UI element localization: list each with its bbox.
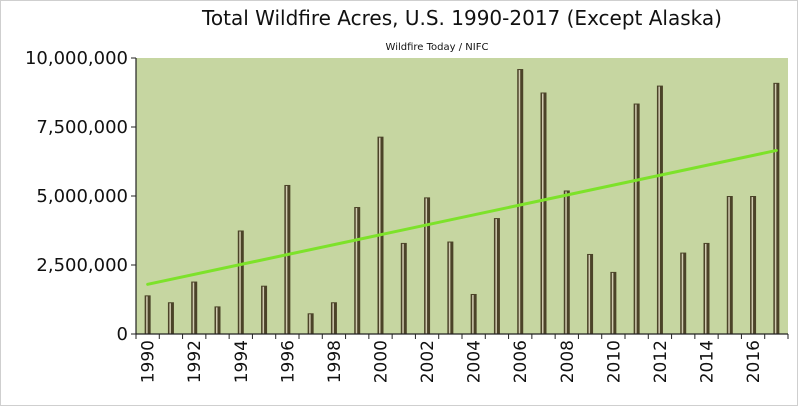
bar-1996	[284, 184, 291, 334]
bar-highlight	[472, 294, 474, 334]
bar-highlight	[402, 243, 404, 334]
x-tick-label: 1992	[185, 340, 205, 383]
bar-highlight	[728, 197, 730, 334]
bar-1999	[354, 207, 361, 334]
x-tick-label: 1994	[232, 340, 252, 383]
x-tick-label: 1998	[325, 340, 345, 383]
y-tick-label: 7,500,000	[36, 117, 128, 138]
bar-highlight	[518, 70, 521, 334]
bar-2004	[470, 293, 477, 334]
bar-1997	[307, 313, 314, 334]
x-tick-label: 2000	[372, 340, 392, 383]
bar-2001	[400, 242, 407, 334]
bar-2007	[540, 92, 547, 334]
y-tick-label: 2,500,000	[36, 255, 128, 276]
bars-group	[144, 69, 780, 334]
bar-2002	[424, 197, 431, 334]
bar-highlight	[216, 307, 218, 334]
bar-1992	[191, 281, 198, 334]
bar-highlight	[285, 185, 288, 334]
chart-title: Total Wildfire Acres, U.S. 1990-2017 (Ex…	[202, 6, 722, 30]
bar-2014	[703, 242, 710, 334]
bar-highlight	[309, 314, 311, 334]
bar-2005	[493, 218, 500, 334]
bar-2009	[587, 253, 594, 334]
plot-area	[136, 58, 788, 334]
x-tick-label: 2008	[558, 340, 578, 383]
bar-highlight	[542, 93, 544, 334]
bar-highlight	[425, 198, 428, 334]
bar-1995	[261, 285, 268, 334]
bar-2017	[773, 82, 780, 334]
x-tick-label: 2004	[465, 340, 485, 383]
y-ticks-group: 0 2,500,000 5,000,000 7,500,000 10,000,000	[25, 48, 136, 345]
chart-subtitle: Wildfire Today / NIFC	[385, 42, 489, 53]
bar-2008	[563, 190, 570, 334]
bar-2011	[633, 103, 640, 334]
trend-line	[146, 148, 778, 286]
bar-2013	[680, 252, 687, 334]
bar-highlight	[774, 83, 777, 334]
bar-highlight	[146, 296, 148, 334]
bar-highlight	[262, 286, 265, 334]
x-ticks-group: 1990 1992 1994 1996 1998 2000 2002 2004 2006 2008…	[135, 334, 789, 383]
y-tick-label: 5,000,000	[36, 186, 128, 207]
x-tick-label: 2014	[698, 340, 718, 383]
bar-highlight	[681, 253, 684, 334]
bar-1998	[330, 302, 337, 334]
x-tick-label: 2006	[511, 340, 531, 383]
x-tick-label: 2002	[418, 340, 438, 383]
x-tick-label: 2012	[651, 340, 671, 383]
bar-highlight	[355, 208, 358, 334]
bar-2016	[750, 196, 757, 334]
bar-highlight	[495, 219, 497, 334]
bar-highlight	[751, 197, 754, 334]
bar-highlight	[588, 254, 591, 334]
bar-1991	[167, 302, 174, 334]
bar-2003	[447, 241, 454, 334]
x-tick-label: 2010	[604, 340, 624, 383]
bar-highlight	[565, 191, 567, 334]
bar-1990	[144, 295, 151, 334]
bar-highlight	[448, 242, 451, 334]
bar-highlight	[169, 303, 171, 334]
y-tick-label: 10,000,000	[25, 48, 128, 69]
x-tick-label: 2016	[744, 340, 764, 383]
bar-highlight	[658, 86, 660, 334]
bar-highlight	[705, 243, 707, 334]
bar-highlight	[192, 282, 195, 334]
x-tick-label: 1996	[278, 340, 298, 383]
bar-2015	[726, 196, 733, 334]
bar-highlight	[635, 104, 637, 334]
x-tick-label: 1990	[139, 340, 159, 383]
bar-highlight	[239, 231, 241, 334]
bar-highlight	[332, 303, 334, 334]
bar-1993	[214, 306, 221, 334]
bar-2010	[610, 271, 617, 334]
bar-2012	[656, 85, 663, 334]
y-tick-label: 0	[117, 324, 128, 345]
bar-2006	[517, 69, 524, 334]
bar-highlight	[611, 272, 614, 334]
bar-1994	[237, 230, 244, 334]
